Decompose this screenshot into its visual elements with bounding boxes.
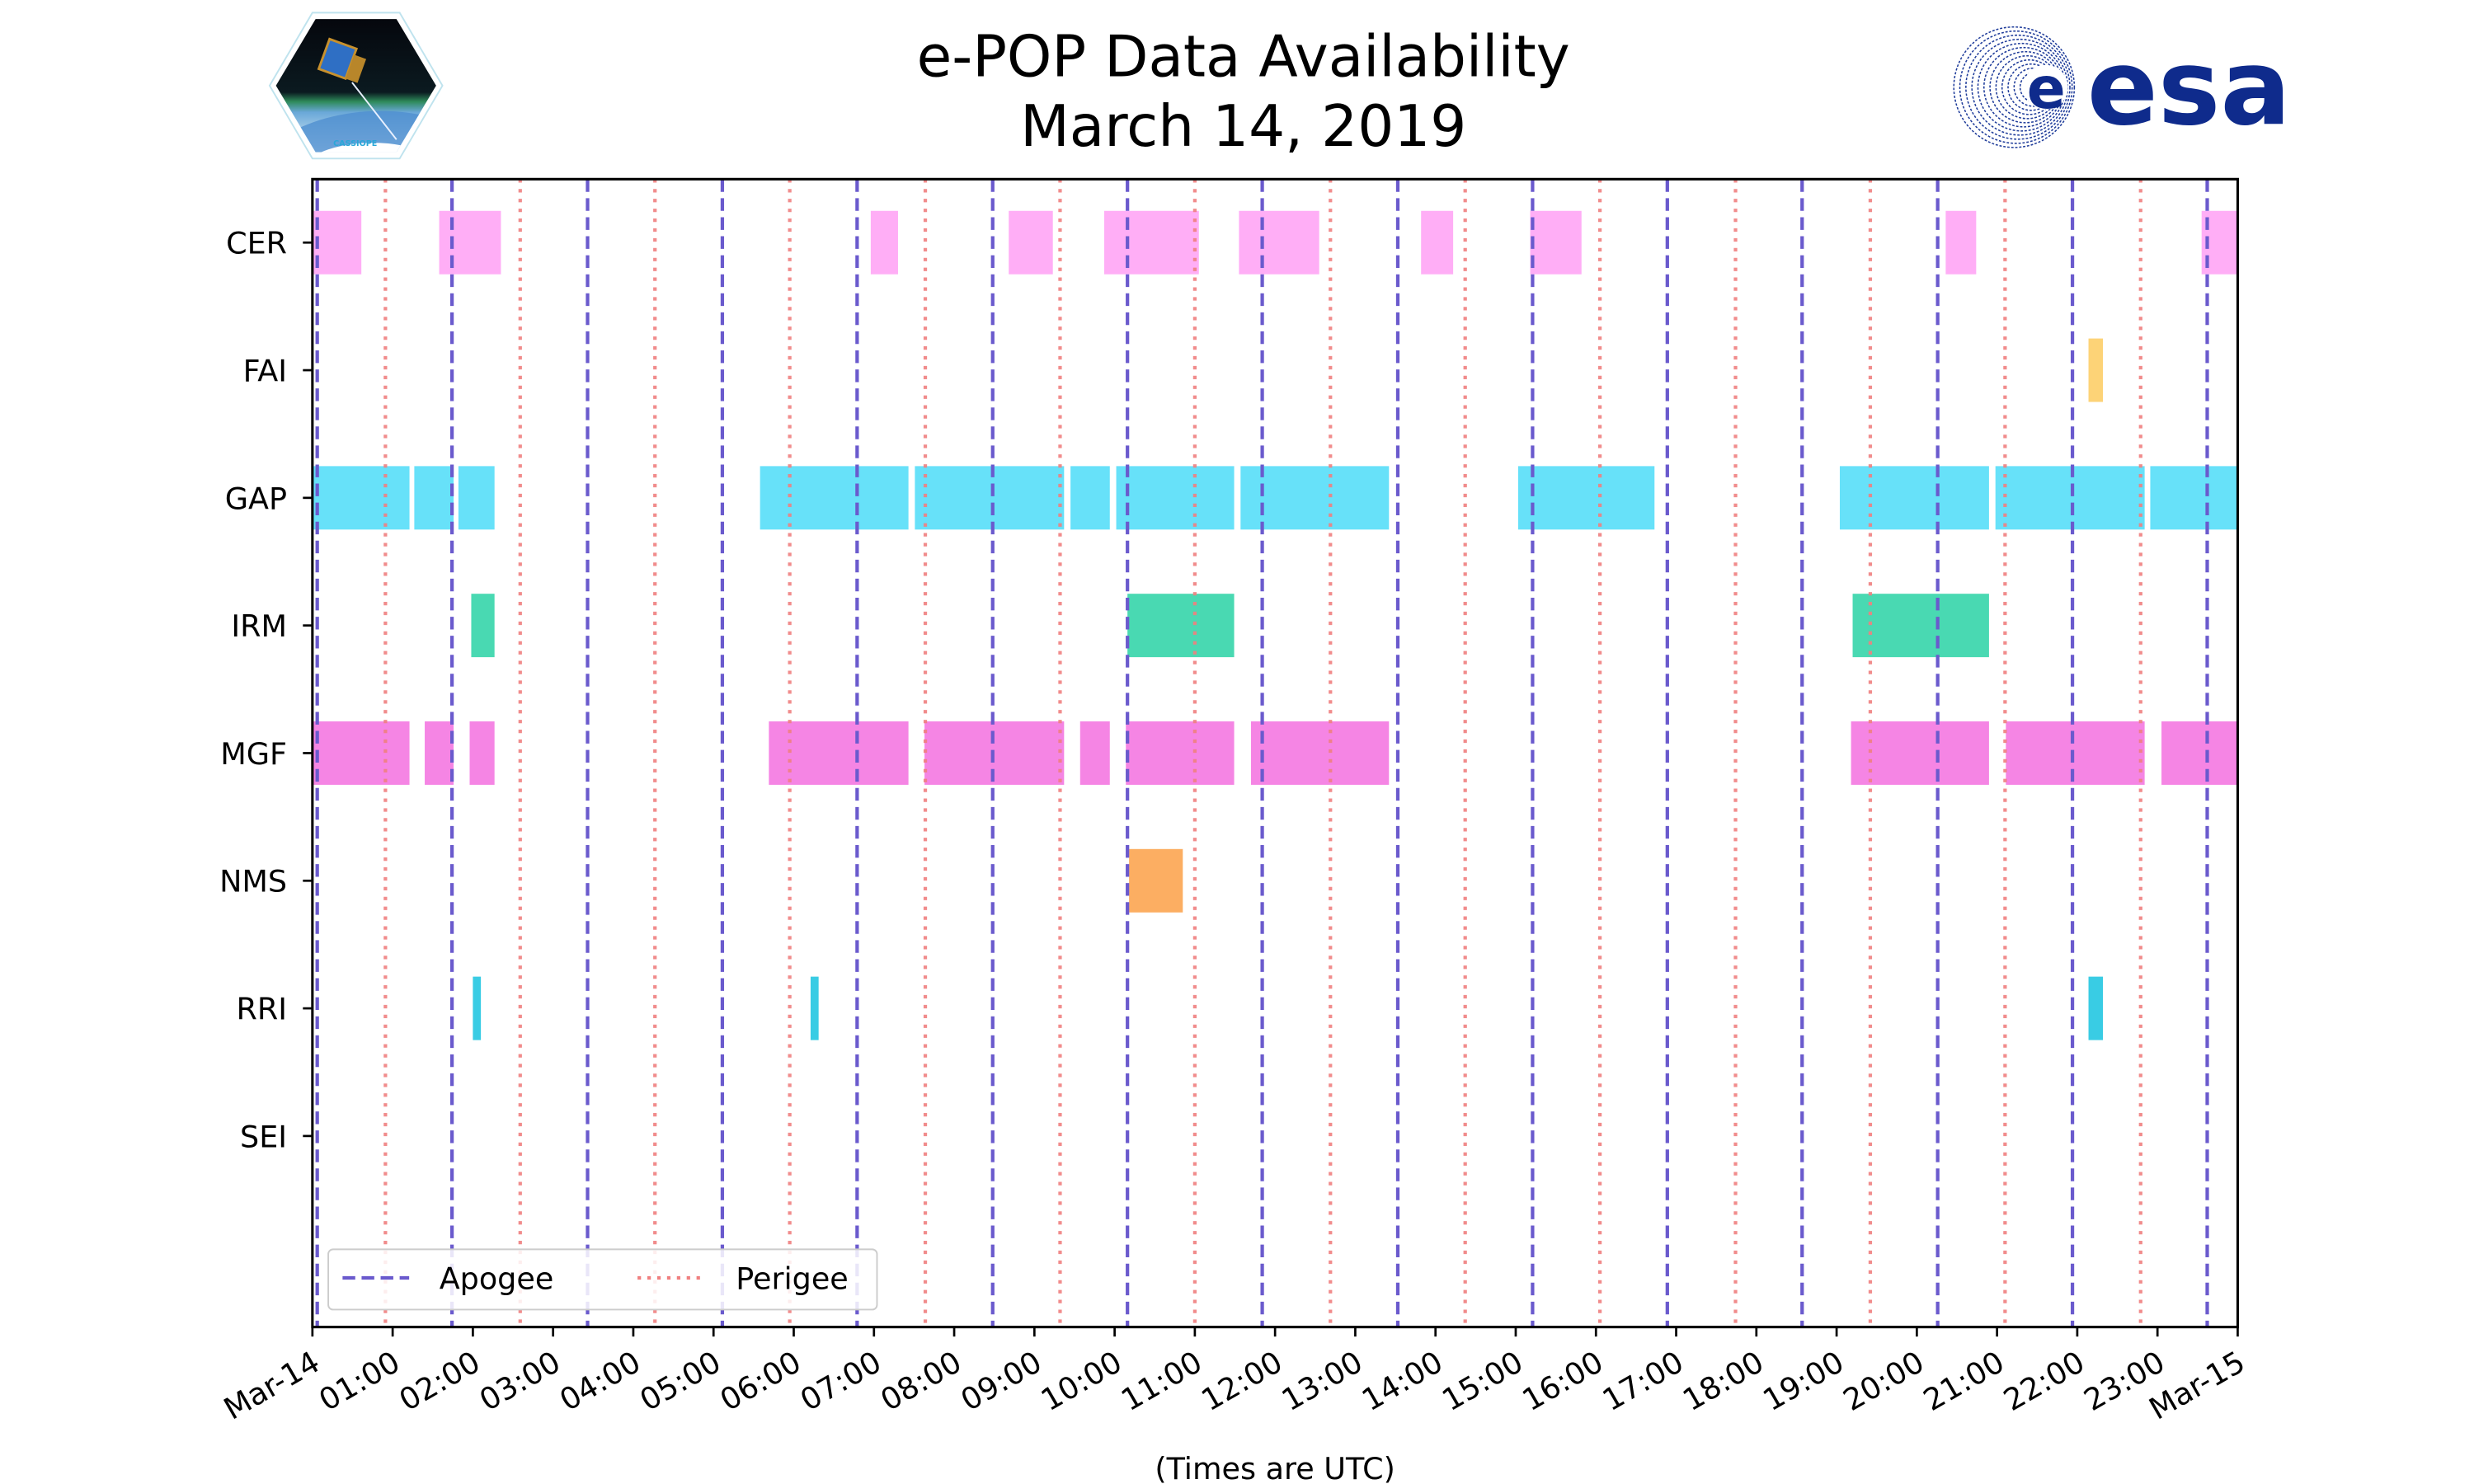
y-tick-label: RRI [237, 992, 288, 1027]
y-tick-label: NMS [219, 864, 287, 899]
bar-nms [1129, 848, 1183, 913]
bar-gap [1240, 466, 1390, 530]
y-tick-label: CER [226, 226, 287, 261]
x-tick-label: 14:00 [1356, 1344, 1449, 1418]
bar-mgf [2006, 721, 2145, 785]
bar-cer [1945, 210, 1977, 275]
bar-mgf [1126, 721, 1235, 785]
bar-cer [312, 210, 362, 275]
bar-irm [1127, 594, 1235, 658]
chart-title: e-POP Data Availability [917, 24, 1570, 90]
x-tick-label: 10:00 [1035, 1344, 1128, 1418]
chart-subtitle: March 14, 2019 [1020, 94, 1466, 160]
bar-rri [810, 976, 819, 1040]
x-tick-label: 16:00 [1517, 1344, 1610, 1418]
x-tick-label: 11:00 [1115, 1344, 1208, 1418]
x-tick-label: 03:00 [473, 1344, 567, 1418]
bar-gap [1517, 466, 1655, 530]
x-tick-label: 20:00 [1837, 1344, 1931, 1418]
x-tick-label: 07:00 [794, 1344, 887, 1418]
bar-gap [312, 466, 410, 530]
bar-cer [1103, 210, 1199, 275]
bar-irm [471, 594, 495, 658]
x-tick-label: 18:00 [1677, 1344, 1770, 1418]
x-tick-label: 22:00 [1997, 1344, 2091, 1418]
cassiope-logo-text: CASSIOPE [333, 139, 377, 148]
bar-mgf [1079, 721, 1110, 785]
esa-ring [1965, 34, 2071, 140]
x-tick-label: 19:00 [1757, 1344, 1850, 1418]
x-tick-label: Mar-14 [218, 1344, 326, 1426]
bar-gap [1995, 466, 2145, 530]
y-tick-label: MGF [220, 736, 287, 772]
y-tick-label: SEI [240, 1119, 287, 1154]
bar-rri [2088, 976, 2104, 1040]
x-tick-label: 09:00 [955, 1344, 1048, 1418]
x-tick-label: 06:00 [714, 1344, 807, 1418]
esa-e-glyph: e [2027, 56, 2066, 122]
x-tick-label: 05:00 [634, 1344, 727, 1418]
bar-gap [414, 466, 454, 530]
legend: Apogee Perigee [327, 1248, 878, 1311]
bar-gap [915, 466, 1065, 530]
bar-fai [2088, 338, 2104, 402]
x-tick-label: 08:00 [874, 1344, 967, 1418]
legend-perigee-label: Perigee [736, 1261, 848, 1296]
x-tick-label: 02:00 [393, 1344, 487, 1418]
bar-mgf [769, 721, 909, 785]
x-axis-label: (Times are UTC) [1155, 1451, 1395, 1484]
esa-logo-text: esa [2087, 26, 2291, 148]
bar-gap [1116, 466, 1235, 530]
bar-cer [439, 210, 501, 275]
bar-cer [1421, 210, 1454, 275]
y-tick-label: IRM [231, 608, 287, 644]
bar-mgf [1250, 721, 1390, 785]
bar-mgf [2161, 721, 2238, 785]
legend-apogee-label: Apogee [440, 1261, 554, 1296]
bar-mgf [425, 721, 454, 785]
bar-irm [1852, 594, 1989, 658]
bar-gap [1839, 466, 1989, 530]
y-tick-label: GAP [225, 481, 287, 516]
bar-cer [870, 210, 898, 275]
x-tick-label: 13:00 [1276, 1344, 1369, 1418]
bar-cer [1239, 210, 1319, 275]
bar-mgf [469, 721, 495, 785]
x-tick-label: 15:00 [1436, 1344, 1529, 1418]
x-tick-label: 21:00 [1917, 1344, 2011, 1418]
bar-gap [2150, 466, 2238, 530]
bar-rri [473, 976, 482, 1040]
x-tick-label: 12:00 [1196, 1344, 1289, 1418]
esa-logo: e esa [1953, 26, 2291, 148]
bar-gap [760, 466, 909, 530]
y-tick-label: FAI [243, 354, 287, 389]
x-tick-label: 01:00 [313, 1344, 407, 1418]
bar-gap [458, 466, 495, 530]
cassiope-logo: CASSIOPE [268, 12, 444, 160]
esa-ring [1959, 30, 2073, 144]
bar-cer [1009, 210, 1053, 275]
bar-cer [1530, 210, 1582, 275]
bar-mgf [312, 721, 410, 785]
esa-ring-center [2023, 64, 2068, 110]
esa-ring [1953, 26, 2076, 148]
bar-mgf [1851, 721, 1989, 785]
x-tick-label: 04:00 [553, 1344, 647, 1418]
x-tick-label: 17:00 [1597, 1344, 1690, 1418]
bar-gap [1070, 466, 1110, 530]
